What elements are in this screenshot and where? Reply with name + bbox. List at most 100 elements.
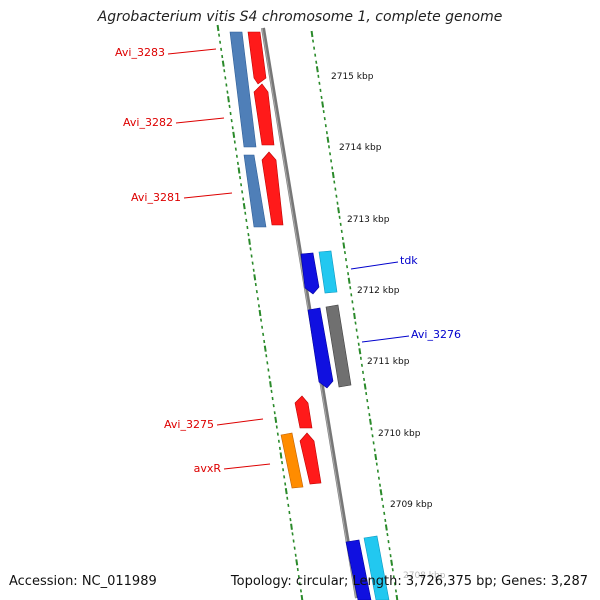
gene-block-steel[interactable]: [229, 31, 257, 148]
gene-label[interactable]: tdk: [400, 254, 418, 267]
tick-mark: [320, 95, 323, 100]
tick-mark: [293, 546, 296, 550]
tick-mark: [343, 250, 346, 255]
leader-line: [350, 261, 399, 270]
tick-mark: [228, 104, 231, 109]
tick-mark: [299, 589, 302, 593]
gene-label[interactable]: Avi_3281: [131, 191, 181, 204]
tick-mark: [358, 348, 362, 355]
accession-text: Accession: NC_011989: [9, 574, 157, 589]
tick-mark: [226, 90, 229, 94]
leader-line: [167, 48, 217, 55]
leader-line: [216, 418, 264, 426]
tick-mark: [342, 242, 346, 249]
tick-mark: [366, 398, 369, 403]
tick-mark: [221, 60, 225, 67]
tick-mark: [218, 33, 221, 37]
tick-mark: [347, 277, 351, 284]
tick-mark: [349, 286, 352, 290]
kbp-label: 2715 kbp: [331, 72, 374, 82]
tick-mark: [276, 432, 279, 436]
gene-block-cyan[interactable]: [318, 250, 338, 294]
leader-line: [183, 192, 233, 199]
gene-labels: Avi_3283 Avi_3282 Avi_3281 tdk Avi_3276 …: [115, 46, 461, 475]
gene-block-red[interactable]: [253, 83, 275, 146]
tick-mark: [386, 532, 389, 537]
kbp-label-group: 2715 kbp 2714 kbp 2713 kbp 2712 kbp 2711…: [331, 72, 446, 581]
tick-mark: [255, 289, 258, 294]
kbp-label: 2714 kbp: [339, 143, 382, 153]
leader-line: [175, 117, 225, 124]
genome-summary-text: Topology: circular; Length: 3,726,375 bp…: [230, 574, 588, 589]
gene-block-gray[interactable]: [325, 304, 352, 388]
tick-mark: [394, 589, 397, 593]
tick-mark: [278, 446, 281, 451]
gene-label[interactable]: avxR: [194, 462, 222, 475]
tick-mark: [287, 503, 290, 508]
gene-label[interactable]: Avi_3275: [164, 418, 214, 431]
tick-mark: [239, 175, 242, 180]
tick-mark: [242, 203, 246, 210]
gene-block-red[interactable]: [294, 395, 313, 429]
gene-block-blue[interactable]: [345, 539, 372, 600]
gene-label[interactable]: Avi_3283: [115, 46, 165, 59]
tick-mark: [224, 76, 227, 80]
tick-mark: [354, 321, 357, 325]
tick-mark: [284, 488, 288, 495]
tick-mark: [395, 594, 399, 600]
gene-label[interactable]: Avi_3276: [411, 328, 461, 341]
tick-mark: [269, 381, 272, 388]
tick-mark: [289, 517, 292, 522]
tick-mark: [337, 207, 340, 214]
kbp-label: 2711 kbp: [367, 357, 410, 367]
tick-mark: [220, 47, 223, 52]
gene-block-red[interactable]: [247, 31, 267, 85]
tick-mark: [360, 363, 363, 367]
tick-rail-right: [310, 30, 399, 600]
tick-mark: [363, 377, 366, 382]
tick-mark: [274, 416, 278, 423]
tick-mark: [290, 523, 293, 530]
tick-rail-left: [216, 24, 304, 600]
gene-block-steel[interactable]: [243, 154, 267, 228]
tick-mark: [391, 568, 394, 572]
tick-mark: [321, 101, 325, 108]
tick-mark: [263, 345, 267, 352]
tick-mark: [216, 24, 220, 32]
tick-mark: [253, 274, 257, 281]
leader-line: [223, 463, 271, 470]
tick-mark: [249, 247, 252, 251]
tick-mark: [377, 476, 380, 480]
gene-block-blue[interactable]: [307, 307, 334, 389]
gene-block-blue[interactable]: [300, 252, 320, 295]
gene-blocks: [229, 31, 390, 600]
tick-mark: [262, 332, 265, 337]
gene-block-cyan[interactable]: [363, 535, 390, 600]
gene-block-red[interactable]: [261, 151, 284, 226]
kbp-label: 2712 kbp: [357, 286, 400, 296]
kbp-label: 2710 kbp: [378, 429, 421, 439]
tick-mark: [340, 229, 343, 234]
tick-mark: [335, 194, 338, 198]
tick-mark: [315, 60, 318, 64]
tick-mark: [245, 218, 248, 223]
map-title: Agrobacterium vitis S4 chromosome 1, com…: [97, 9, 503, 25]
tick-mark: [323, 116, 326, 121]
tick-mark: [371, 434, 374, 438]
kbp-label: 2709 kbp: [390, 500, 433, 510]
tick-mark: [312, 39, 315, 43]
tick-mark: [310, 30, 314, 38]
gene-label[interactable]: Avi_3282: [123, 116, 173, 129]
tick-mark: [272, 403, 275, 408]
tick-mark: [257, 304, 260, 308]
tick-mark: [315, 66, 319, 73]
tick-mark: [384, 524, 388, 531]
tick-mark: [270, 389, 273, 394]
tick-mark: [279, 452, 283, 459]
tick-mark: [237, 167, 241, 174]
gene-block-red[interactable]: [299, 432, 322, 485]
gene-block-orange[interactable]: [280, 432, 304, 489]
tick-mark: [232, 131, 236, 138]
tick-mark: [329, 152, 332, 156]
